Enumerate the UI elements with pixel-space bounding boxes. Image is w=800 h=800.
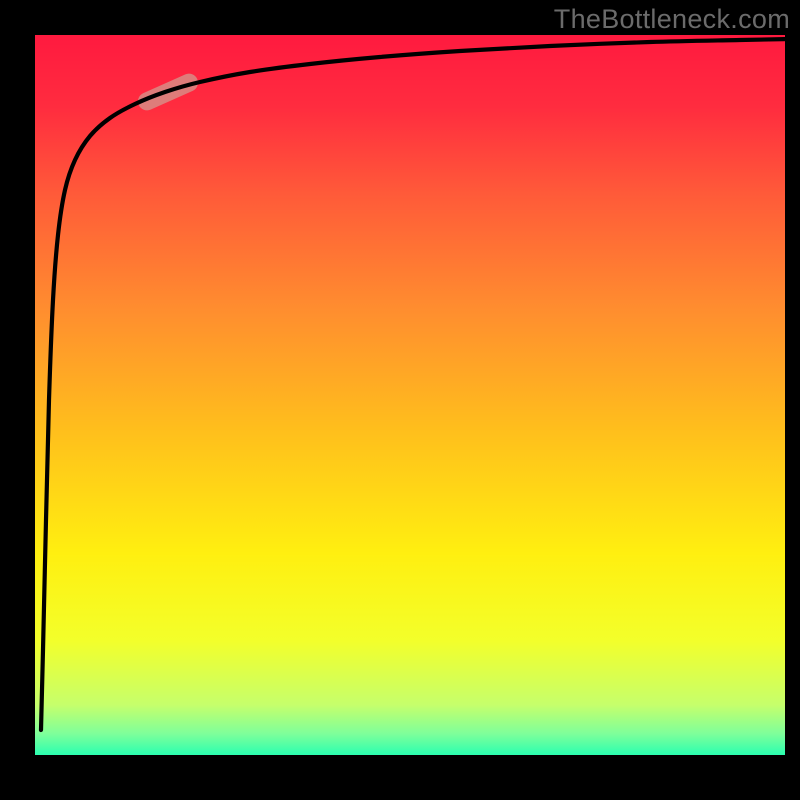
chart-svg (0, 0, 800, 800)
bottleneck-chart: TheBottleneck.com (0, 0, 800, 800)
plot-background (35, 35, 785, 755)
watermark-text: TheBottleneck.com (554, 4, 790, 35)
